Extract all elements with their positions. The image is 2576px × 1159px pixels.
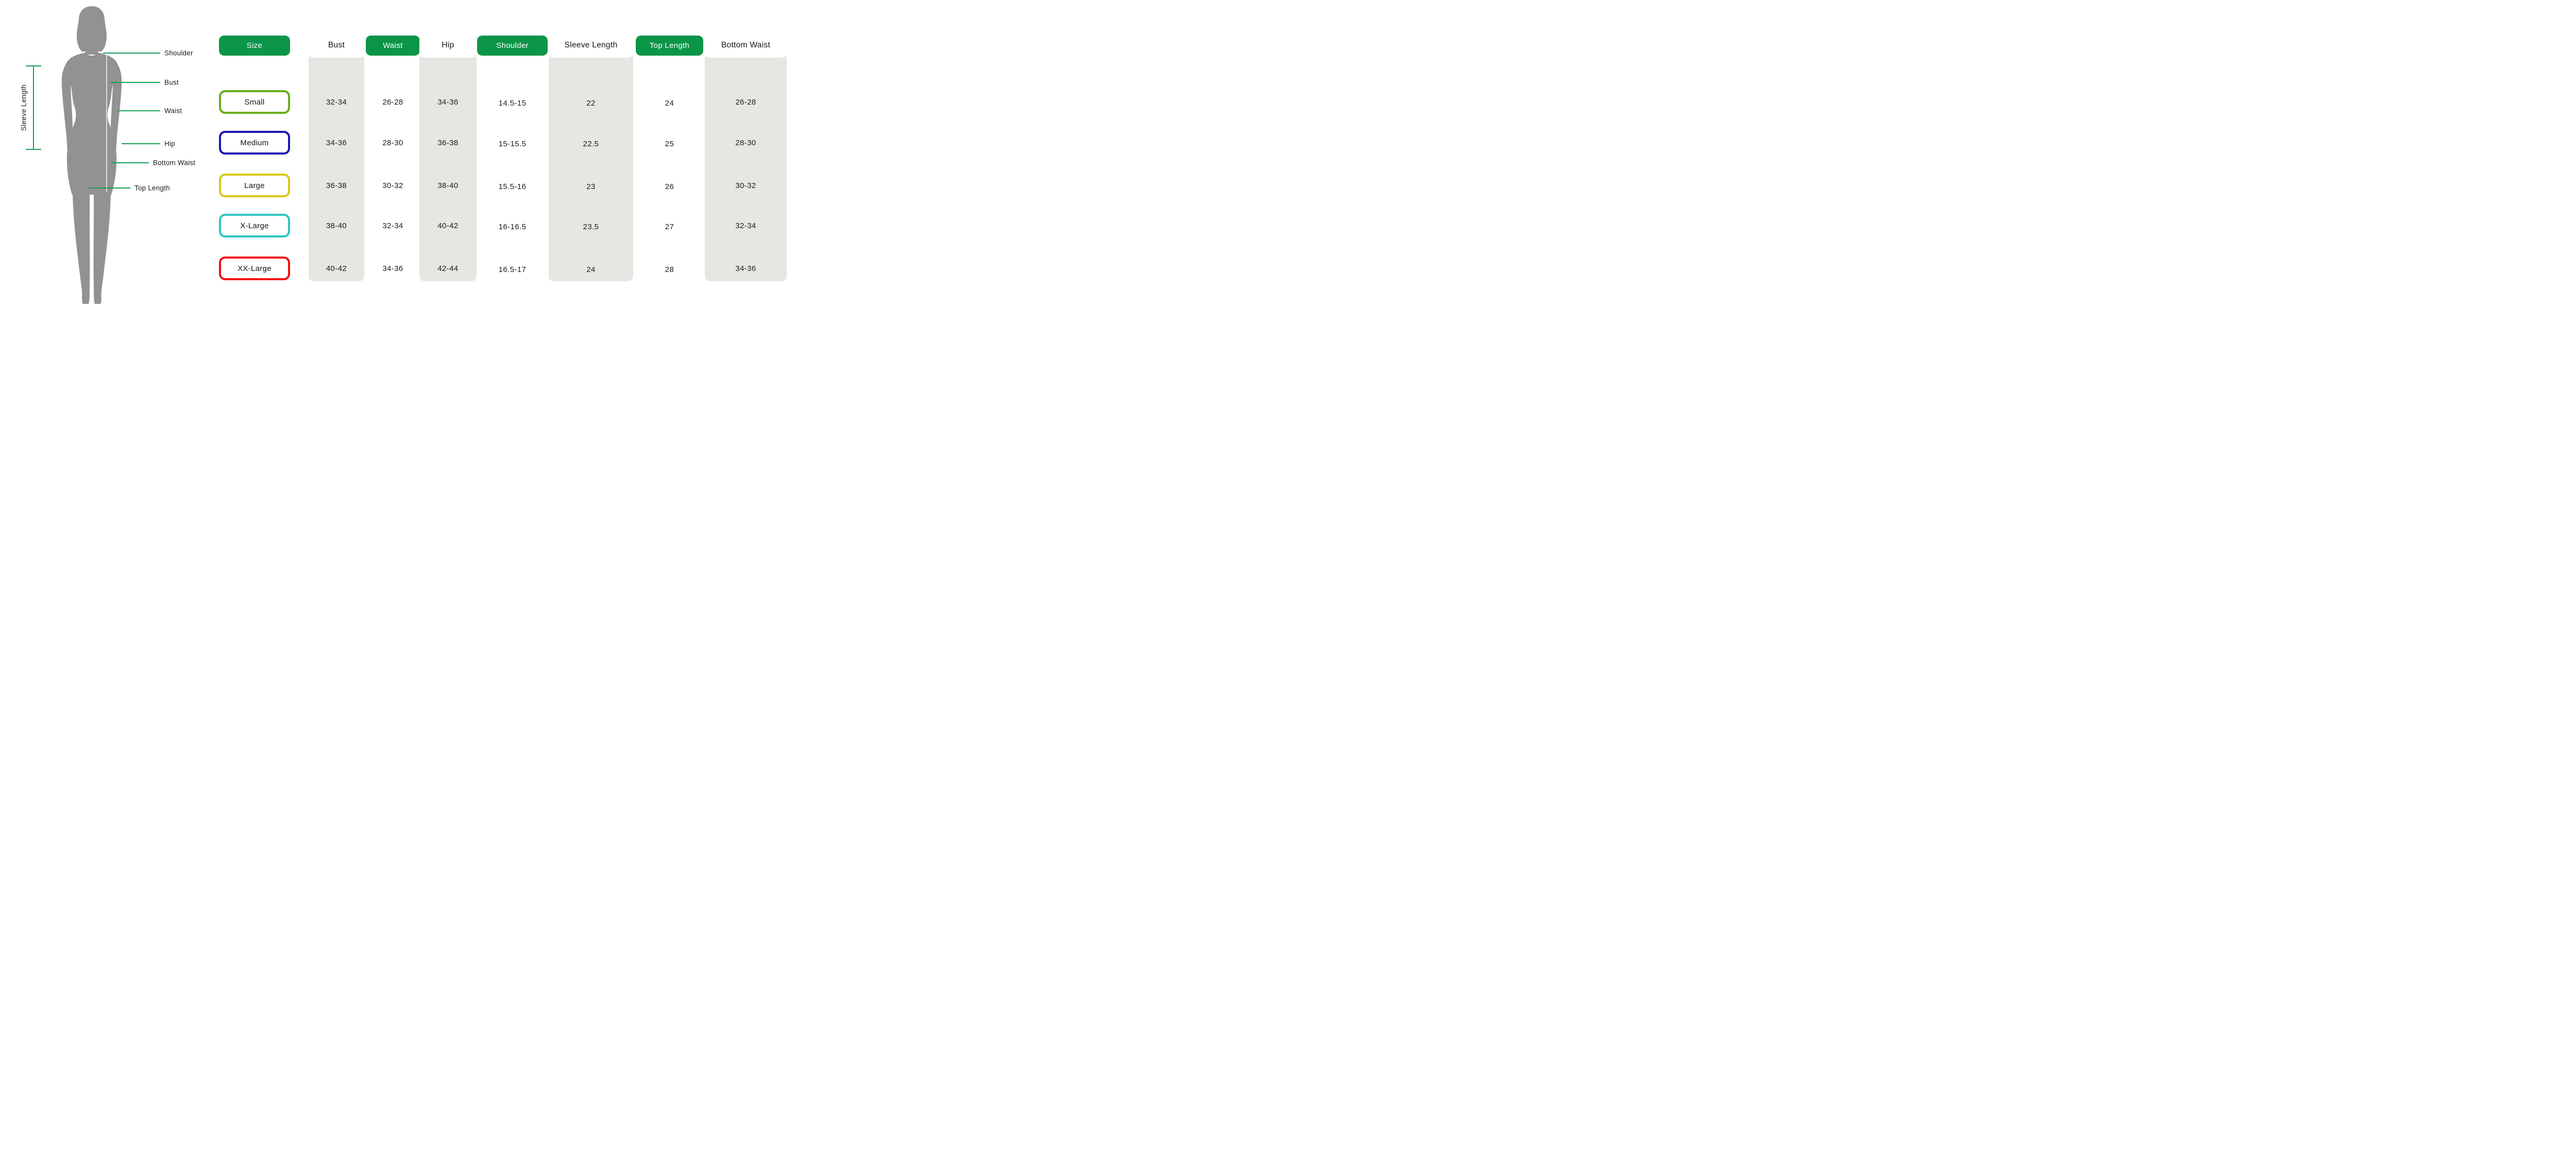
bottom-waist-label: Bottom Waist: [153, 159, 196, 167]
cell-x-large-top-length: 27: [665, 222, 674, 231]
cell-small-bust: 32-34: [326, 97, 347, 107]
bust-label: Bust: [164, 78, 179, 87]
bottom-waist-measure-line: [111, 162, 149, 163]
size-badge-xx-large: XX-Large: [219, 257, 290, 280]
cell-medium-top-length: 25: [665, 139, 674, 148]
cell-small-hip: 34-36: [437, 97, 459, 107]
cell-xx-large-hip: 42-44: [437, 264, 459, 273]
cell-small-shoulder: 14.5-15: [498, 98, 527, 108]
cell-large-bottom-waist: 30-32: [735, 181, 756, 190]
cell-x-large-waist: 32-34: [382, 221, 403, 230]
cell-small-waist: 26-28: [382, 97, 403, 107]
cell-medium-hip: 36-38: [437, 138, 459, 147]
hip-label: Hip: [164, 140, 175, 148]
size-badge-x-large: X-Large: [219, 214, 290, 237]
cell-small-bottom-waist: 26-28: [735, 97, 756, 107]
cell-large-top-length: 26: [665, 182, 674, 191]
sleeve-length-label: Sleeve Length: [20, 84, 28, 131]
female-body-silhouette: [61, 6, 122, 304]
waist-measure-line: [117, 110, 160, 111]
cell-xx-large-sleeve-length: 24: [586, 265, 596, 274]
sleeve-length-column-stripe: [549, 55, 633, 281]
header-size: Size: [219, 36, 290, 56]
cell-xx-large-top-length: 28: [665, 265, 674, 274]
header-bust: Bust: [309, 33, 364, 58]
hip-column-stripe: [419, 55, 477, 281]
size-chart-infographic: Shoulder Bust Waist Hip Bottom Waist Top…: [0, 0, 808, 306]
size-badge-medium: Medium: [219, 131, 290, 155]
hip-measure-line: [122, 143, 160, 144]
header-bottom-waist: Bottom Waist: [705, 33, 787, 58]
cell-medium-bottom-waist: 28-30: [735, 138, 756, 147]
cell-large-sleeve-length: 23: [586, 182, 596, 191]
shoulder-measure-line: [103, 53, 160, 54]
cell-large-shoulder: 15.5-16: [498, 182, 527, 191]
cell-x-large-bottom-waist: 32-34: [735, 221, 756, 230]
cell-xx-large-bottom-waist: 34-36: [735, 264, 756, 273]
cell-x-large-bust: 38-40: [326, 221, 347, 230]
size-badge-small: Small: [219, 90, 290, 114]
shoulder-label: Shoulder: [164, 49, 193, 57]
bust-column-stripe: [309, 55, 364, 281]
cell-xx-large-waist: 34-36: [382, 264, 403, 273]
cell-xx-large-shoulder: 16.5-17: [498, 265, 527, 274]
cell-medium-sleeve-length: 22.5: [583, 139, 599, 148]
cell-x-large-sleeve-length: 23.5: [583, 222, 599, 231]
bottom-waist-column-stripe: [705, 55, 787, 281]
header-hip: Hip: [419, 33, 477, 58]
header-shoulder: Shoulder: [477, 36, 548, 56]
size-badge-large: Large: [219, 174, 290, 197]
top-length-label: Top Length: [134, 184, 170, 192]
cell-large-hip: 38-40: [437, 181, 459, 190]
sleeve-length-bottom-cap: [26, 149, 41, 150]
top-length-measure-line: [89, 188, 130, 189]
sleeve-length-line: [33, 66, 34, 149]
cell-x-large-shoulder: 16-16.5: [498, 222, 527, 231]
cell-small-top-length: 24: [665, 98, 674, 108]
header-sleeve-length: Sleeve Length: [549, 33, 633, 58]
sleeve-length-top-cap: [26, 65, 41, 66]
header-waist: Waist: [366, 36, 420, 56]
cell-medium-waist: 28-30: [382, 138, 403, 147]
cell-large-bust: 36-38: [326, 181, 347, 190]
cell-large-waist: 30-32: [382, 181, 403, 190]
header-top-length: Top Length: [636, 36, 703, 56]
cell-medium-bust: 34-36: [326, 138, 347, 147]
waist-label: Waist: [164, 107, 182, 115]
cell-x-large-hip: 40-42: [437, 221, 459, 230]
cell-xx-large-bust: 40-42: [326, 264, 347, 273]
cell-small-sleeve-length: 22: [586, 98, 596, 108]
bust-measure-line: [110, 82, 160, 83]
cell-medium-shoulder: 15-15.5: [498, 139, 527, 148]
